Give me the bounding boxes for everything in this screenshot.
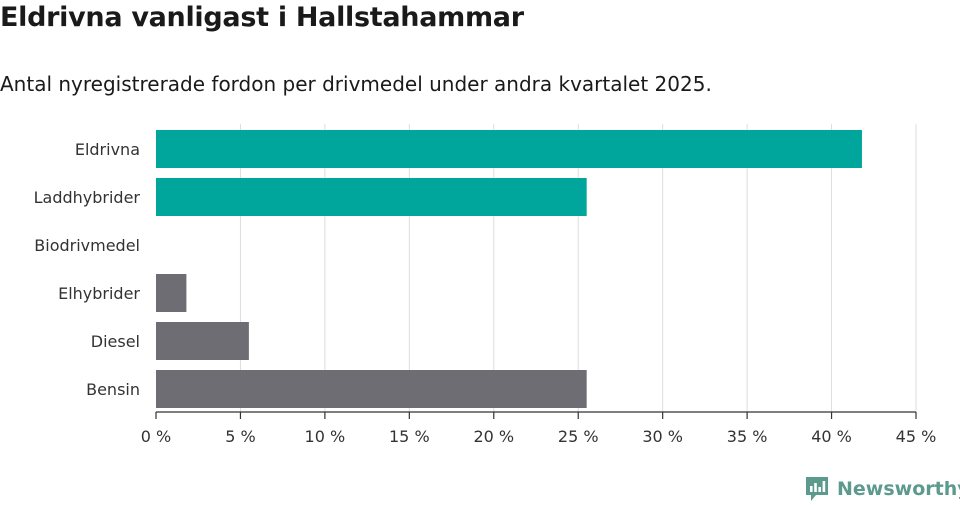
newsworthy-logo: Newsworthy: [804, 475, 960, 503]
chart-subtitle: Antal nyregistrerade fordon per drivmede…: [0, 72, 712, 96]
x-tick-label: 15 %: [389, 427, 430, 446]
x-tick-label: 40 %: [811, 427, 852, 446]
x-tick-label: 0 %: [141, 427, 171, 446]
bar-chart: 0 % 5 % 10 % 15 % 20 % 25 % 30 % 35 % 40 % 45 % E…: [34, 124, 937, 446]
bar-diesel: [156, 322, 249, 360]
category-label: Laddhybrider: [34, 188, 141, 207]
x-tick-label: 25 %: [558, 427, 599, 446]
x-tick-label: 10 %: [305, 427, 346, 446]
bar-laddhybrider: [156, 178, 587, 216]
x-axis: 0 % 5 % 10 % 15 % 20 % 25 % 30 % 35 % 40 % 45 %: [141, 411, 937, 446]
category-label: Eldrivna: [75, 140, 140, 159]
bar-bensin: [156, 370, 587, 408]
bar-elhybrider: [156, 274, 187, 312]
newsworthy-logo-icon: [806, 477, 828, 501]
x-tick-label: 5 %: [225, 427, 255, 446]
category-label: Diesel: [91, 332, 140, 351]
bar-eldrivna: [156, 130, 862, 168]
x-tick-label: 20 %: [473, 427, 514, 446]
category-labels: Eldrivna Laddhybrider Biodrivmedel Elhybrid…: [34, 140, 141, 399]
chart-title: Eldrivna vanligast i Hallstahammar: [0, 2, 524, 33]
newsworthy-logo-text: Newsworthy: [837, 478, 960, 500]
x-tick-label: 30 %: [642, 427, 683, 446]
bars: [156, 130, 862, 408]
category-label: Elhybrider: [58, 284, 140, 303]
x-tick-label: 45 %: [896, 427, 937, 446]
category-label: Biodrivmedel: [34, 236, 140, 255]
grid-lines: [239, 124, 917, 412]
category-label: Bensin: [86, 380, 140, 399]
x-tick-label: 35 %: [727, 427, 768, 446]
